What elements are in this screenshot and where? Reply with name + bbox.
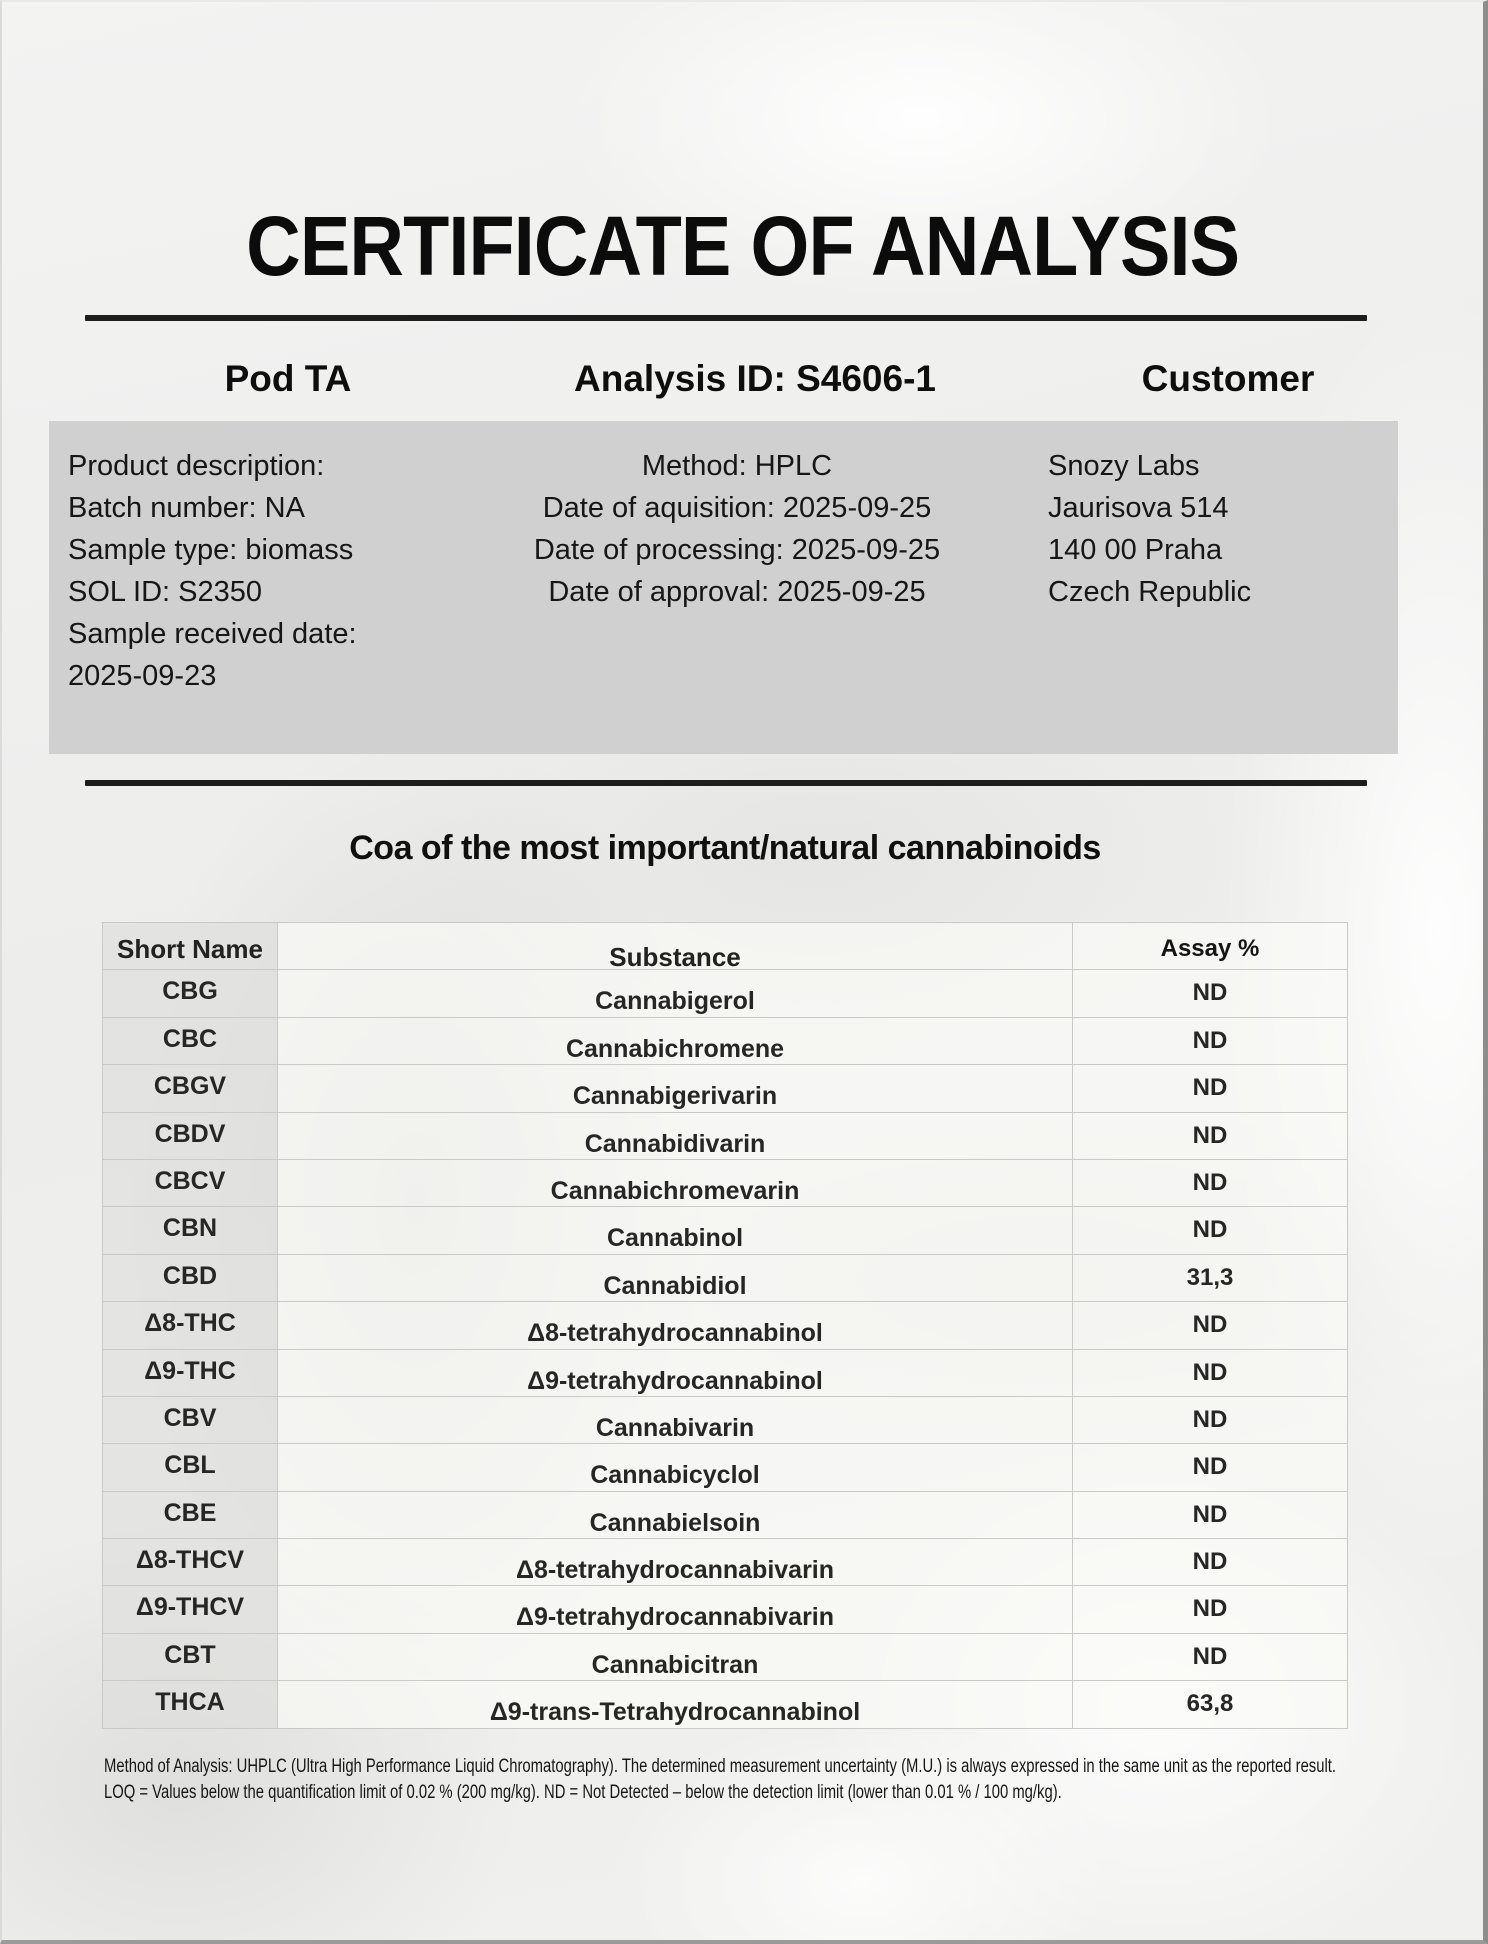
- method-info-line: Date of aquisition: 2025-09-25: [542, 492, 932, 524]
- cell-assay: ND: [1073, 1633, 1348, 1682]
- cell-short: CBCV: [103, 1159, 278, 1208]
- sample-info-line: Sample received date:: [68, 618, 357, 650]
- cell-assay: ND: [1073, 1017, 1348, 1066]
- product-name-heading: Pod TA: [224, 358, 352, 399]
- sample-info-line: Sample type: biomass: [68, 534, 354, 566]
- cell-substance: Cannabivarin: [278, 1396, 1073, 1445]
- sample-info-column: Product description: Batch number: NA Samp…: [68, 445, 357, 697]
- method-info-line: Date of approval: 2025-09-25: [548, 576, 926, 608]
- column-header: Assay %: [1073, 923, 1348, 971]
- cell-substance: Cannabigerol: [278, 970, 1073, 1018]
- footnote-line: LOQ = Values below the quantification li…: [104, 1781, 1062, 1803]
- page-title-text: CERTIFICATE OF ANALYSIS: [246, 199, 1240, 293]
- cell-short: CBT: [103, 1633, 278, 1682]
- cannabinoid-table: Short Name Substance Assay % CBG Cannabigero…: [102, 922, 1348, 1729]
- customer-address-line: Czech Republic: [1048, 576, 1252, 608]
- divider-bottom: [85, 780, 1367, 786]
- sample-info-line: 2025-09-23: [68, 660, 217, 692]
- method-info-line: Date of processing: 2025-09-25: [533, 534, 941, 566]
- cell-assay: ND: [1073, 1491, 1348, 1540]
- divider-top: [85, 315, 1367, 321]
- cell-short: CBD: [103, 1254, 278, 1303]
- cell-short: CBN: [103, 1207, 278, 1255]
- column-header: Short Name: [103, 923, 278, 971]
- footnote: Method of Analysis: UHPLC (Ultra High Pe…: [104, 1754, 1336, 1805]
- customer-address-line: Jaurisova 514: [1048, 492, 1229, 524]
- footnote-line: Method of Analysis: UHPLC (Ultra High Pe…: [104, 1756, 1336, 1777]
- section-title: Coa of the most important/natural cannab…: [349, 829, 1101, 867]
- cell-short: THCA: [103, 1681, 278, 1729]
- cell-short: CBG: [103, 970, 278, 1018]
- cell-assay: ND: [1073, 970, 1348, 1018]
- cell-assay: 63,8: [1073, 1681, 1348, 1729]
- cell-substance: Cannabichromene: [278, 1017, 1073, 1066]
- cell-short: CBL: [103, 1444, 278, 1492]
- cell-short: Δ9-THC: [103, 1349, 278, 1397]
- cell-substance: Cannabicyclol: [278, 1444, 1073, 1492]
- cell-short: CBV: [103, 1396, 278, 1445]
- cell-substance: Cannabidiol: [278, 1254, 1073, 1303]
- cell-short: CBE: [103, 1491, 278, 1540]
- cell-substance: Cannabigerivarin: [278, 1065, 1073, 1113]
- sample-info-line: Product description:: [68, 450, 325, 482]
- cell-assay: 31,3: [1073, 1254, 1348, 1303]
- cell-substance: Δ9-trans-Tetrahydrocannabinol: [278, 1681, 1073, 1729]
- cell-assay: ND: [1073, 1349, 1348, 1397]
- customer-address-column: Snozy Labs Jaurisova 514 140 00 Praha Czech…: [1048, 445, 1251, 613]
- page-title: CERTIFICATE OF ANALYSIS: [2, 198, 1483, 295]
- cell-assay: ND: [1073, 1159, 1348, 1208]
- cell-short: CBC: [103, 1017, 278, 1066]
- sample-info-line: Batch number: NA: [68, 492, 305, 524]
- cell-short: Δ8-THCV: [103, 1539, 278, 1587]
- cell-assay: ND: [1073, 1586, 1348, 1634]
- cell-substance: Cannabidivarin: [278, 1112, 1073, 1160]
- customer-address-line: 140 00 Praha: [1048, 534, 1223, 566]
- cell-assay: ND: [1073, 1444, 1348, 1492]
- cell-substance: Cannabinol: [278, 1207, 1073, 1255]
- cell-substance: Cannabielsoin: [278, 1491, 1073, 1540]
- cell-short: Δ9-THCV: [103, 1586, 278, 1634]
- cell-substance: Cannabichromevarin: [278, 1159, 1073, 1208]
- cell-assay: ND: [1073, 1302, 1348, 1350]
- analysis-id-heading: Analysis ID: S4606-1: [574, 358, 936, 399]
- cell-short: CBDV: [103, 1112, 278, 1160]
- cell-substance: Δ9-tetrahydrocannabivarin: [278, 1586, 1073, 1634]
- cell-short: CBGV: [103, 1065, 278, 1113]
- customer-heading: Customer: [1141, 358, 1315, 399]
- method-info-line: Method: HPLC: [641, 450, 833, 482]
- cell-assay: ND: [1073, 1396, 1348, 1445]
- customer-address-line: Snozy Labs: [1048, 450, 1200, 482]
- cell-short: Δ8-THC: [103, 1302, 278, 1350]
- cell-assay: ND: [1073, 1539, 1348, 1587]
- cell-assay: ND: [1073, 1207, 1348, 1255]
- sample-info-line: SOL ID: S2350: [68, 576, 262, 608]
- cell-substance: Cannabicitran: [278, 1633, 1073, 1682]
- column-header: Substance: [278, 923, 1073, 971]
- info-box: Product description: Batch number: NA Samp…: [49, 421, 1398, 754]
- cell-substance: Δ9-tetrahydrocannabinol: [278, 1349, 1073, 1397]
- cell-assay: ND: [1073, 1065, 1348, 1113]
- cell-assay: ND: [1073, 1112, 1348, 1160]
- method-dates-column: Method: HPLC Date of aquisition: 2025-09-…: [534, 445, 940, 613]
- cell-substance: Δ8-tetrahydrocannabivarin: [278, 1539, 1073, 1587]
- cell-substance: Δ8-tetrahydrocannabinol: [278, 1302, 1073, 1350]
